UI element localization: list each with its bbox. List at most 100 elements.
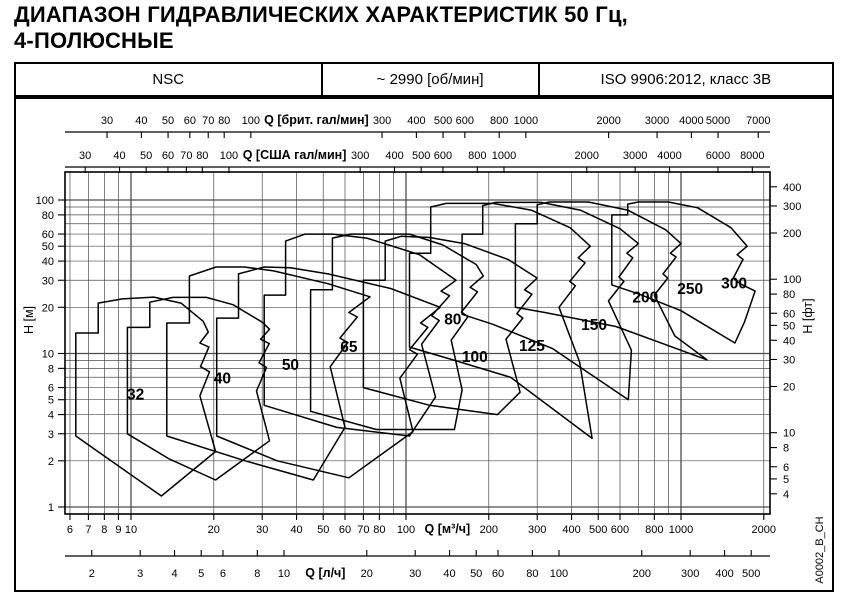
- svg-text:20: 20: [361, 568, 373, 580]
- svg-text:2000: 2000: [752, 524, 776, 536]
- svg-text:60: 60: [42, 229, 54, 241]
- header-series-name: NSC: [16, 64, 323, 95]
- pump-family-envelopes: 32 40 50 65 80 100 125 150 200 250 300: [75, 201, 756, 497]
- svg-text:40: 40: [113, 150, 125, 162]
- svg-text:100: 100: [242, 115, 260, 127]
- svg-text:8: 8: [254, 568, 260, 580]
- family-label-80: 80: [444, 311, 461, 328]
- svg-text:400: 400: [407, 115, 425, 127]
- svg-text:5000: 5000: [706, 115, 730, 127]
- grid: [65, 172, 770, 514]
- family-label-65: 65: [340, 339, 358, 356]
- svg-text:3: 3: [137, 568, 143, 580]
- svg-text:10: 10: [42, 349, 54, 361]
- svg-text:300: 300: [681, 568, 699, 580]
- chart-container: 32 40 50 65 80 100 125 150 200 250 300 30 40 50 60 70 80…: [14, 97, 834, 592]
- svg-text:6: 6: [48, 383, 54, 395]
- axis-label: Q [США гал/мин]: [243, 148, 347, 162]
- svg-text:60: 60: [162, 150, 174, 162]
- svg-text:9: 9: [115, 524, 121, 536]
- svg-text:60: 60: [339, 524, 351, 536]
- envelope-40: [126, 296, 271, 481]
- svg-text:1000: 1000: [492, 150, 516, 162]
- svg-text:6: 6: [67, 524, 73, 536]
- svg-text:400: 400: [715, 568, 733, 580]
- page-title-line1: ДИАПАЗОН ГИДРАВЛИЧЕСКИХ ХАРАКТЕРИСТИК 50…: [14, 2, 628, 27]
- svg-text:50: 50: [470, 568, 482, 580]
- svg-text:60: 60: [184, 115, 196, 127]
- svg-text:80: 80: [373, 524, 385, 536]
- svg-text:30: 30: [42, 275, 54, 287]
- svg-text:400: 400: [385, 150, 403, 162]
- svg-text:7: 7: [85, 524, 91, 536]
- axis-label: Q [м³/ч]: [425, 522, 471, 536]
- svg-text:4: 4: [171, 568, 177, 580]
- svg-text:2000: 2000: [575, 150, 599, 162]
- page-title: ДИАПАЗОН ГИДРАВЛИЧЕСКИХ ХАРАКТЕРИСТИК 50…: [14, 2, 834, 55]
- family-label-32: 32: [127, 387, 144, 404]
- svg-text:4: 4: [48, 410, 54, 422]
- svg-text:6000: 6000: [706, 150, 730, 162]
- svg-text:600: 600: [456, 115, 474, 127]
- svg-text:8000: 8000: [740, 150, 764, 162]
- svg-text:500: 500: [589, 524, 607, 536]
- svg-text:100: 100: [397, 524, 415, 536]
- axis-q-us-gpm: 30 40 50 60 70 80 100 300 400 500 600 800 1000 2000 30…: [65, 148, 770, 173]
- envelope-80: [263, 233, 457, 437]
- svg-text:50: 50: [783, 320, 795, 332]
- svg-text:5: 5: [48, 395, 54, 407]
- header-standard: ISO 9906:2012, класс 3В: [600, 71, 772, 88]
- svg-text:100: 100: [550, 568, 568, 580]
- svg-text:80: 80: [783, 289, 795, 301]
- svg-text:8: 8: [48, 363, 54, 375]
- svg-text:500: 500: [742, 568, 760, 580]
- svg-text:3000: 3000: [645, 115, 669, 127]
- svg-text:20: 20: [208, 524, 220, 536]
- envelope-150: [408, 202, 593, 440]
- axis-q-imperial-gpm: 30 40 50 60 70 80 100 300 400 500 600 800 1000 2000 30…: [65, 113, 770, 138]
- svg-text:80: 80: [526, 568, 538, 580]
- svg-text:40: 40: [443, 568, 455, 580]
- svg-text:100: 100: [36, 195, 54, 207]
- envelope-250: [514, 201, 708, 361]
- svg-text:40: 40: [783, 335, 795, 347]
- svg-text:200: 200: [783, 228, 801, 240]
- svg-text:50: 50: [317, 524, 329, 536]
- svg-text:500: 500: [412, 150, 430, 162]
- svg-text:8: 8: [783, 443, 789, 455]
- svg-text:600: 600: [611, 524, 629, 536]
- svg-text:6: 6: [220, 568, 226, 580]
- svg-text:60: 60: [783, 308, 795, 320]
- svg-text:800: 800: [645, 524, 663, 536]
- svg-text:70: 70: [357, 524, 369, 536]
- svg-text:300: 300: [783, 201, 801, 213]
- svg-text:7000: 7000: [746, 115, 770, 127]
- svg-text:1000: 1000: [669, 524, 693, 536]
- page-title-line2: 4-ПОЛЮСНЫЕ: [14, 28, 174, 54]
- svg-text:70: 70: [202, 115, 214, 127]
- svg-text:100: 100: [783, 274, 801, 286]
- axis-label: Q [л/ч]: [305, 566, 345, 580]
- svg-text:80: 80: [42, 210, 54, 222]
- svg-text:6: 6: [783, 462, 789, 474]
- svg-text:70: 70: [180, 150, 192, 162]
- svg-text:4000: 4000: [657, 150, 681, 162]
- svg-text:10: 10: [125, 524, 137, 536]
- family-label-100: 100: [462, 349, 488, 366]
- svg-text:4: 4: [783, 489, 789, 501]
- svg-text:300: 300: [373, 115, 391, 127]
- svg-text:80: 80: [218, 115, 230, 127]
- svg-text:40: 40: [42, 256, 54, 268]
- svg-text:30: 30: [79, 150, 91, 162]
- svg-text:40: 40: [135, 115, 147, 127]
- svg-text:3: 3: [48, 429, 54, 441]
- axis-title-h-ft: H [фт]: [801, 298, 815, 333]
- header-speed: ~ 2990 [об/мин]: [323, 64, 540, 95]
- svg-text:30: 30: [783, 354, 795, 366]
- axis-label: Q [брит. гал/мин]: [264, 113, 369, 127]
- svg-text:30: 30: [101, 115, 113, 127]
- svg-text:200: 200: [633, 568, 651, 580]
